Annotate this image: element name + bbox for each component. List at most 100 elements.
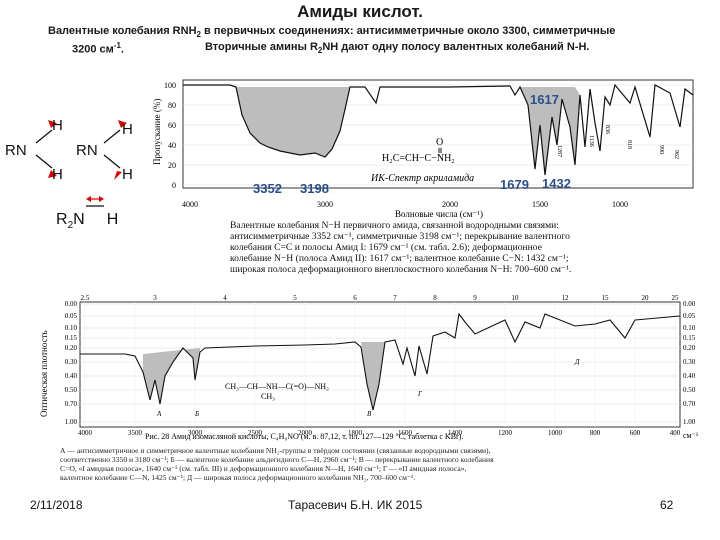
spectrum2-top-tick: 25 — [672, 294, 680, 302]
spectrum2-top-tick: 5 — [293, 294, 297, 302]
spectrum2-bottom-tick: 2500 — [248, 429, 263, 437]
spectrum2-band-letter: Б — [194, 410, 199, 418]
spectrum2-top-tick: 3 — [153, 294, 157, 302]
spectrum2-left-value: 0.20 — [65, 344, 78, 352]
spectrum1-description: Валентные колебания N−H первичного амида… — [230, 220, 670, 275]
legend-line: валентное колебание С—N, 1425 см⁻¹; Д — … — [60, 473, 416, 482]
intro-line-2a: 3200 см-1. — [72, 41, 124, 56]
arrow-nh-left — [86, 196, 91, 202]
intro-line-2-wavenumber: 3200 см — [72, 43, 114, 56]
spectrum2-bottom-tick: 1000 — [548, 429, 563, 437]
acrylamide-carbonyl-o: O — [436, 137, 443, 148]
spectrum1-marker: 1136 — [588, 135, 594, 147]
spectrum2-right-value: 0.50 — [683, 386, 696, 394]
spectrum1-marker: 818 — [626, 140, 632, 149]
peak-label-3198: 3198 — [300, 181, 329, 196]
spectrum2-unit: см⁻¹ — [683, 431, 699, 440]
amine-vibration-diagrams — [35, 120, 127, 207]
intro-line-2-dot: . — [120, 43, 124, 56]
footer-page-number: 62 — [660, 498, 674, 512]
spectrum2-top-tick: 20 — [642, 294, 650, 302]
spectrum2-top-tick: 15 — [602, 294, 610, 302]
spectrum2-bottom-tick: 400 — [670, 429, 681, 437]
spectrum2-bottom-tick: 3500 — [128, 429, 143, 437]
arrow-right-upper — [118, 120, 127, 128]
spectrum2-right-value: 0.20 — [683, 344, 696, 352]
intro-line-2-secondary-rest: NH дают одну полосу валентных колебаний … — [322, 41, 590, 53]
spectrum1-shaded-band-2 — [515, 87, 580, 175]
arrow-left-lower — [48, 170, 57, 178]
footer-date: 2/11/2018 — [30, 498, 83, 512]
spectrum2-left-value: 0.70 — [65, 400, 78, 408]
spectrum2-right-value: 0.15 — [683, 334, 696, 342]
intro-line-1: Валентные колебания RNH2 в первичных сое… — [48, 25, 615, 39]
spectrum2-trace — [80, 312, 681, 411]
spectrum2-bottom-tick: 1400 — [448, 429, 463, 437]
spectrum2-caption: Рис. 28 Амид изомасляной кислоты, C₄H₉NO… — [145, 432, 463, 441]
bond-left-upper — [35, 129, 53, 144]
intro-line-2b: Вторичные амины R2NH дают одну полосу ва… — [205, 41, 589, 55]
arrow-right-lower — [114, 171, 122, 180]
spectrum2-bottom-tick: 1200 — [498, 429, 513, 437]
spectrum1-caption: ИК-Спектр акриламида — [370, 173, 474, 184]
spectrum2-y-label: Оптическая плотность — [39, 330, 49, 417]
peak-label-3352: 3352 — [253, 181, 282, 196]
acrylamide-structure: H₂C=CH−C−NH₂ — [382, 153, 455, 164]
h-top-left: H — [52, 117, 63, 134]
spectrum2-right-value: 0.40 — [683, 372, 696, 380]
spectrum2-left-value: 1.00 — [65, 418, 78, 426]
spectrum2-bottom-tick: 1600 — [398, 429, 413, 437]
spectrum1-y-tick: 60 — [168, 121, 176, 130]
spectrum1-y-tick: 80 — [168, 101, 176, 110]
bond-right-upper — [103, 129, 121, 144]
spectrum2-bottom-tick: 800 — [590, 429, 601, 437]
peak-label-1617: 1617 — [530, 92, 559, 107]
spectrum2-right-value: 0.05 — [683, 312, 696, 320]
h-top-right: H — [122, 121, 133, 138]
legend-line: С=О, «I амидная полоса», 1640 см⁻¹ (см. … — [60, 464, 467, 473]
spectrum1-y-tick: 40 — [168, 141, 176, 150]
peak-label-1679: 1679 — [500, 177, 529, 192]
spectrum2-bottom-tick: 3000 — [188, 429, 203, 437]
intro-line-2-sup: -1 — [113, 41, 121, 50]
spectrum1-x-label: Волновые числа (см⁻¹) — [395, 209, 483, 219]
spectrum2-bottom-tick: 4000 — [78, 429, 93, 437]
spectrum2-right-value: 1.00 — [683, 418, 696, 426]
intro-line-1-rest: в первичных соединениях: антисимметричны… — [200, 25, 616, 37]
spectrum1-x-tick: 4000 — [182, 200, 198, 209]
r2n-r: R — [56, 211, 68, 228]
spectrum1-x-tick: 3000 — [317, 200, 333, 209]
r2n-n: N — [73, 211, 85, 228]
spectrum1-x-tick: 2000 — [442, 200, 458, 209]
spectrum2-left-value: 0.30 — [65, 358, 78, 366]
peak-label-1432: 1432 — [542, 176, 571, 191]
spectrum2-bottom-tick: 2000 — [298, 429, 313, 437]
spectrum2-band-letter: Г — [417, 390, 423, 398]
spectrum2-left-value: 0.40 — [65, 372, 78, 380]
bond-left-lower — [35, 154, 53, 169]
intro-line-2-sub: 2 — [317, 46, 323, 56]
spectrum1-y-tick: 0 — [172, 181, 176, 190]
spectrum2-right-value: 0.10 — [683, 324, 696, 332]
r2n-sub: 2 — [67, 220, 74, 232]
spectrum2-bottom-tick: 600 — [630, 429, 641, 437]
isobutyramide-branch: CH₃ — [261, 392, 275, 401]
spectrum2-left-value: 0.15 — [65, 334, 78, 342]
spectrum2-top-tick: 9 — [473, 294, 477, 302]
spectrum2-bottom-tick: 1800 — [348, 429, 363, 437]
arrow-left-upper — [48, 120, 57, 128]
spectrum1-trace — [183, 83, 694, 176]
spectrum2-top-tick: 8 — [433, 294, 437, 302]
isobutyramide-formula: CH₃—CH—NH—C(=O)—NH₂ — [225, 382, 329, 391]
spectrum2-band-letter: В — [367, 410, 372, 418]
intro-line-1-sub: 2 — [196, 30, 201, 40]
spectrum2-shaded-band-2 — [361, 342, 385, 410]
spectrum2-band-letter: А — [156, 410, 162, 418]
description-line: колебание N−H (полоса Амид II): 1617 см⁻… — [230, 253, 569, 264]
spectrum2-left-value: 0.00 — [65, 300, 78, 308]
h-bottom-right: H — [122, 166, 133, 183]
spectrum2-left-value: 0.10 — [65, 324, 78, 332]
slide-title: Амиды кислот. — [297, 2, 423, 21]
spectrum2-frame — [79, 301, 681, 428]
description-line: широкая полоса деформационного внеплоско… — [230, 264, 572, 275]
